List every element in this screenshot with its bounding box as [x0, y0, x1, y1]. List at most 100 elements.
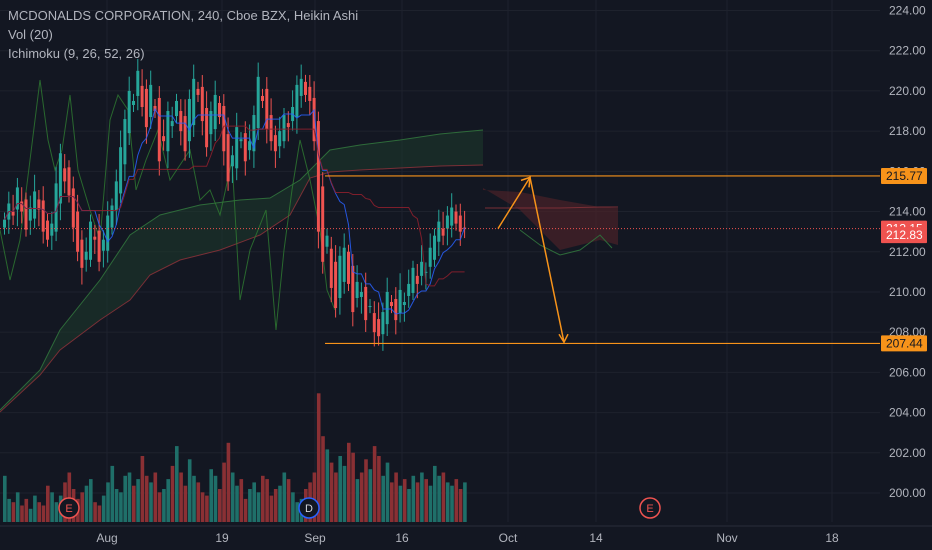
volume-indicator-label[interactable]: Vol (20)	[8, 27, 53, 42]
candle-body[interactable]	[454, 211, 458, 224]
candle-body[interactable]	[209, 111, 213, 135]
candle-body[interactable]	[407, 283, 411, 296]
candle-body[interactable]	[424, 271, 428, 273]
candle-body[interactable]	[252, 115, 256, 152]
candle-body[interactable]	[316, 121, 320, 232]
candle-body[interactable]	[441, 228, 445, 236]
candle-body[interactable]	[192, 78, 196, 126]
candle-body[interactable]	[381, 312, 385, 335]
candle-body[interactable]	[54, 183, 58, 232]
candle-body[interactable]	[187, 98, 191, 142]
candle-body[interactable]	[334, 261, 338, 309]
candle-body[interactable]	[119, 147, 123, 194]
candle-body[interactable]	[24, 199, 28, 230]
ichimoku-indicator-label[interactable]: Ichimoku (9, 26, 52, 26)	[8, 46, 145, 61]
candle-body[interactable]	[433, 235, 436, 260]
candle-body[interactable]	[312, 97, 316, 142]
candle-body[interactable]	[67, 167, 71, 196]
symbol-title[interactable]: MCDONALDS CORPORATION, 240, Cboe BZX, He…	[8, 8, 359, 23]
candle-body[interactable]	[428, 247, 432, 267]
candle-body[interactable]	[308, 86, 312, 101]
candle-body[interactable]	[76, 211, 80, 252]
candle-body[interactable]	[15, 187, 19, 210]
candle-body[interactable]	[183, 116, 187, 152]
candle-body[interactable]	[364, 286, 368, 321]
candle-body[interactable]	[269, 115, 273, 142]
candle-body[interactable]	[97, 230, 101, 262]
candle-body[interactable]	[101, 239, 105, 251]
candle-body[interactable]	[28, 207, 32, 221]
candle-body[interactable]	[243, 133, 247, 162]
candle-body[interactable]	[41, 200, 45, 232]
candle-body[interactable]	[226, 134, 230, 182]
candle-body[interactable]	[450, 207, 454, 226]
candle-body[interactable]	[286, 123, 290, 128]
candle-body[interactable]	[110, 205, 114, 228]
candle-body[interactable]	[372, 313, 376, 333]
candle-body[interactable]	[123, 119, 127, 165]
candle-body[interactable]	[140, 85, 144, 107]
candle-body[interactable]	[458, 215, 462, 232]
candle-body[interactable]	[445, 215, 449, 229]
time-axis[interactable]: Aug 19 Sep 16 Oct 14 Nov 18	[0, 525, 932, 545]
candle-body[interactable]	[351, 265, 355, 313]
candle-body[interactable]	[80, 239, 84, 268]
candle-body[interactable]	[256, 76, 260, 129]
candle-body[interactable]	[20, 201, 24, 212]
candle-body[interactable]	[50, 223, 54, 236]
candle-body[interactable]	[321, 186, 325, 262]
candle-body[interactable]	[329, 248, 333, 288]
candle-body[interactable]	[368, 306, 372, 308]
candle-body[interactable]	[398, 289, 402, 314]
candle-body[interactable]	[295, 84, 299, 118]
candle-body[interactable]	[63, 168, 67, 182]
candle-body[interactable]	[402, 302, 406, 306]
candle-body[interactable]	[415, 275, 419, 284]
candle-body[interactable]	[179, 111, 183, 132]
candle-body[interactable]	[390, 302, 393, 307]
candle-body[interactable]	[127, 90, 131, 134]
candle-body[interactable]	[71, 188, 75, 228]
event-marker-earnings-icon[interactable]: E	[639, 497, 661, 519]
candle-body[interactable]	[93, 236, 97, 240]
candle-body[interactable]	[136, 70, 140, 96]
price-label-tag[interactable]: 212.83	[881, 227, 927, 244]
candle-body[interactable]	[213, 94, 217, 130]
candle-body[interactable]	[46, 220, 49, 240]
candle-body[interactable]	[304, 81, 307, 95]
candle-body[interactable]	[359, 291, 363, 297]
candle-body[interactable]	[437, 221, 441, 242]
price-label-tag[interactable]: 207.44	[881, 335, 927, 352]
candle-body[interactable]	[132, 100, 135, 105]
candle-body[interactable]	[273, 135, 277, 152]
candle-body[interactable]	[239, 139, 243, 142]
event-marker-earnings-icon[interactable]: E	[58, 497, 80, 519]
candle-body[interactable]	[420, 261, 424, 276]
candle-body[interactable]	[230, 155, 234, 167]
candle-body[interactable]	[170, 121, 174, 127]
candle-body[interactable]	[144, 88, 148, 128]
candle-body[interactable]	[355, 281, 359, 298]
candle-body[interactable]	[114, 181, 118, 211]
candle-body[interactable]	[235, 127, 239, 169]
candle-body[interactable]	[58, 153, 62, 204]
candle-body[interactable]	[377, 319, 381, 337]
candle-body[interactable]	[265, 88, 269, 130]
candle-body[interactable]	[175, 100, 178, 117]
candle-body[interactable]	[149, 84, 153, 118]
candle-body[interactable]	[394, 298, 398, 321]
candle-body[interactable]	[89, 221, 92, 260]
candle-body[interactable]	[196, 88, 200, 95]
candle-body[interactable]	[157, 97, 161, 162]
candle-body[interactable]	[299, 78, 303, 96]
candle-body[interactable]	[278, 131, 282, 147]
candle-body[interactable]	[166, 111, 170, 152]
candle-body[interactable]	[248, 141, 252, 151]
candle-body[interactable]	[37, 199, 41, 210]
candle-body[interactable]	[3, 219, 6, 228]
candle-body[interactable]	[33, 191, 37, 219]
candle-body[interactable]	[282, 115, 286, 142]
candle-body[interactable]	[222, 105, 226, 152]
candle-body[interactable]	[11, 211, 15, 216]
